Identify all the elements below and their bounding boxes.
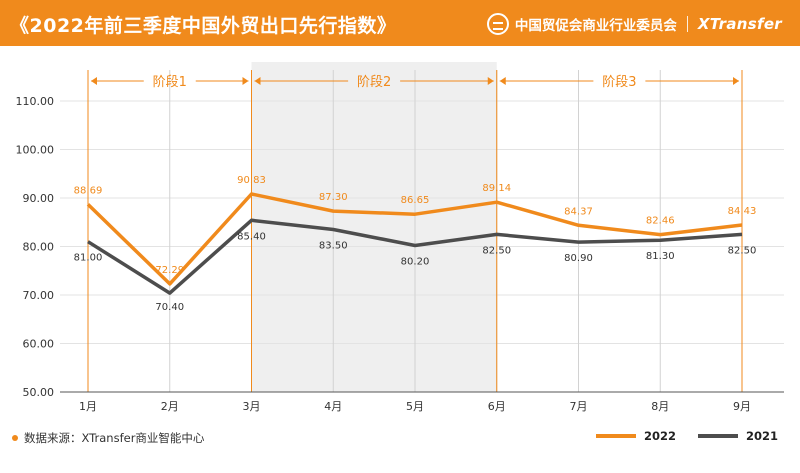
chart-title: 《2022年前三季度中国外贸出口先行指数》 — [10, 15, 397, 37]
y-tick-label: 50.00 — [23, 386, 55, 399]
data-source-text: 数据来源：XTransfer商业智能中心 — [24, 431, 205, 445]
y-tick-label: 100.00 — [16, 144, 55, 157]
org-name: 中国贸促会商业行业委员会 — [514, 18, 677, 34]
phase-arrow-head — [91, 77, 97, 85]
chart-legend: 2022 2021 — [574, 429, 778, 443]
legend-swatch-2021 — [697, 434, 738, 438]
x-tick-label: 5月 — [406, 400, 424, 413]
data-label-2021: 83.50 — [319, 241, 348, 252]
data-label-2021: 70.40 — [155, 302, 184, 313]
data-label-2021: 85.40 — [237, 231, 266, 242]
x-tick-label: 4月 — [324, 400, 342, 413]
x-tick-label: 8月 — [651, 400, 669, 413]
legend-label-2022: 2022 — [643, 429, 676, 443]
brand-name: XTransfer — [697, 15, 782, 33]
data-label-2022: 82.46 — [646, 216, 675, 227]
phase-arrow-head — [499, 77, 506, 85]
data-label-2021: 80.20 — [401, 257, 430, 268]
phase-label: 阶段1 — [153, 75, 187, 90]
legend-item-2021: 2021 — [697, 429, 778, 443]
data-label-2021: 82.50 — [728, 245, 757, 256]
data-label-2022: 86.65 — [401, 195, 430, 206]
phase-label: 阶段3 — [602, 75, 636, 90]
x-tick-label: 2月 — [161, 400, 179, 413]
header-bar: 《2022年前三季度中国外贸出口先行指数》 中国贸促会商业行业委员会 XTran… — [0, 0, 800, 46]
data-label-2022: 84.43 — [728, 206, 757, 217]
phase-background — [251, 62, 497, 392]
x-tick-label: 9月 — [733, 400, 751, 413]
phase-label: 阶段2 — [357, 75, 391, 90]
brand-divider — [686, 16, 688, 32]
legend-swatch-2022 — [595, 434, 636, 438]
y-tick-label: 90.00 — [23, 192, 55, 205]
data-label-2021: 81.30 — [646, 251, 675, 262]
legend-item-2022: 2022 — [595, 429, 676, 443]
data-label-2022: 84.37 — [564, 206, 593, 217]
x-tick-label: 7月 — [570, 400, 588, 413]
x-tick-label: 6月 — [488, 400, 506, 413]
legend-label-2021: 2021 — [745, 429, 778, 443]
phase-arrow-head — [487, 77, 494, 85]
y-tick-label: 110.00 — [16, 95, 55, 108]
y-tick-label: 60.00 — [23, 338, 55, 351]
data-label-2021: 80.90 — [564, 253, 593, 264]
org-logo-icon — [486, 13, 509, 35]
data-label-2022: 87.30 — [319, 192, 348, 203]
data-label-2021: 81.00 — [74, 253, 103, 264]
series-line-2022 — [86, 192, 743, 286]
brand-area: 中国贸促会商业行业委员会 XTransfer — [486, 13, 782, 35]
series-line-2021 — [87, 218, 743, 295]
phase-arrow-head — [733, 77, 739, 85]
data-label-2022: 90.83 — [237, 175, 266, 186]
data-source: 数据来源：XTransfer商业智能中心 — [12, 430, 204, 446]
data-label-2022: 72.29 — [155, 265, 184, 276]
phase-arrow-head — [254, 77, 261, 85]
y-tick-label: 80.00 — [23, 241, 55, 254]
data-label-2021: 82.50 — [482, 245, 511, 256]
bullet-icon — [12, 435, 18, 441]
data-label-2022: 89.14 — [482, 183, 511, 194]
data-label-2022: 88.69 — [74, 185, 103, 196]
x-tick-label: 1月 — [79, 400, 97, 413]
x-tick-label: 3月 — [243, 400, 261, 413]
phase-arrow-head — [242, 77, 249, 85]
y-tick-label: 70.00 — [23, 289, 55, 302]
